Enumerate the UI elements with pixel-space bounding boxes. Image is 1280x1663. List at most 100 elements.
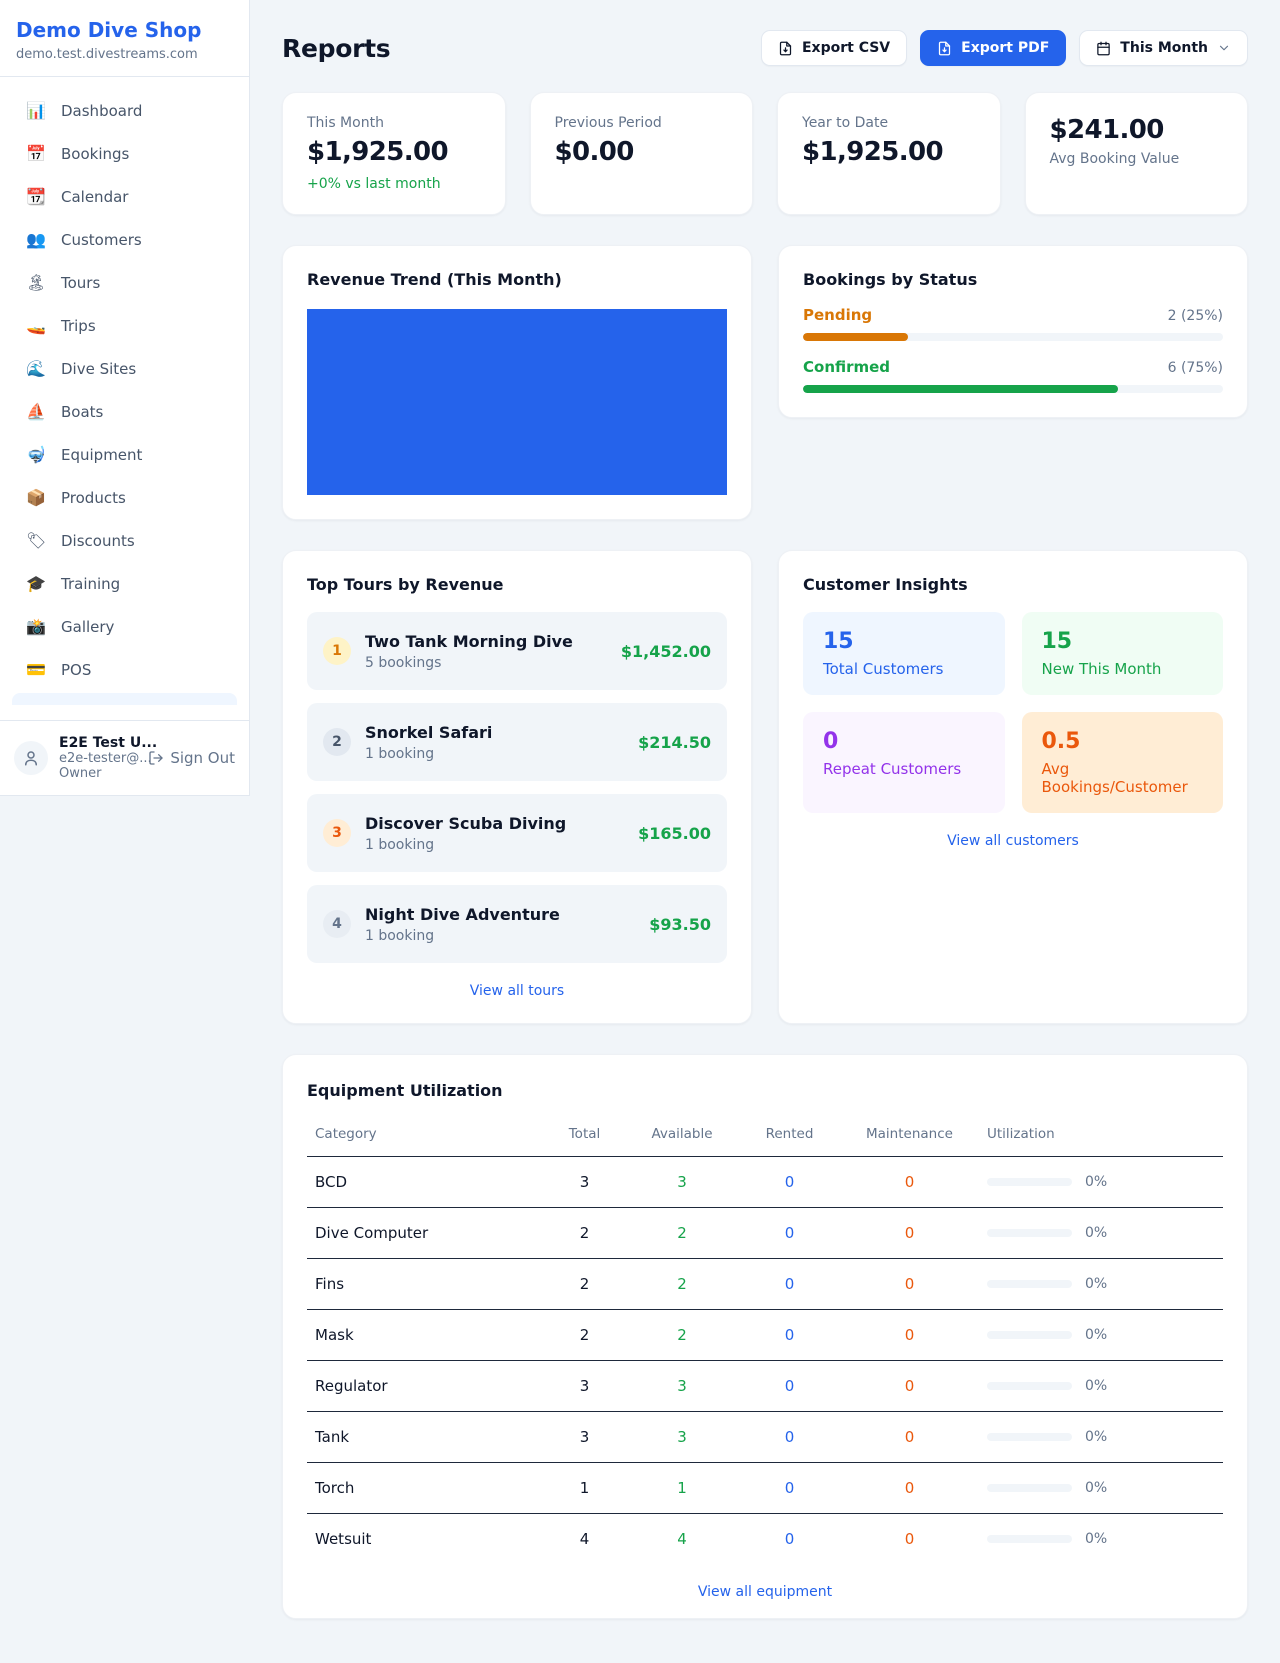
sign-out-button[interactable]: Sign Out [148,749,235,767]
person-icon [25,751,37,766]
revenue-trend-title: Revenue Trend (This Month) [307,270,562,289]
diving-mask-icon: 🤿 [26,445,46,464]
sidebar-item-dive-sites[interactable]: 🌊 Dive Sites [12,347,237,390]
equipment-available: 1 [627,1462,737,1514]
header-actions: Export CSV Export PDF This Month [760,30,1248,66]
equipment-category: Wetsuit [315,1530,372,1548]
equipment-maintenance: 0 [842,1360,977,1412]
period-dropdown[interactable]: This Month [1079,30,1248,66]
view-all-customers-link[interactable]: View all customers [947,833,1079,849]
utilization-percent: 0% [1085,1531,1108,1547]
sidebar-item-boats[interactable]: ⛵ Boats [12,390,237,433]
utilization-cell: 0% [987,1531,1215,1547]
sidebar-item-dashboard[interactable]: 📊 Dashboard [12,89,237,132]
tour-name: Snorkel Safari [365,722,493,742]
table-row: Dive Computer 2 2 0 0 0% [307,1207,1223,1259]
period-label: This Month [1120,40,1208,56]
stat-value: $1,925.00 [307,137,449,167]
calendar-icon: 📆 [26,187,46,206]
equipment-maintenance: 0 [842,1258,977,1310]
equipment-category: Torch [307,1462,542,1514]
table-row: BCD 3 3 0 0 0% [307,1156,1223,1208]
progress-fill [803,385,1118,393]
sidebar-item-label: Bookings [61,144,130,163]
equipment-total: 1 [542,1462,627,1514]
tour-bookings: 5 bookings [365,654,442,671]
table-row: Wetsuit 4 4 0 0 0% [307,1514,1223,1565]
credit-card-icon: 💳 [26,660,46,679]
view-all-equipment-link[interactable]: View all equipment [697,1584,833,1600]
sidebar-item-bookings[interactable]: 📅 Bookings [12,132,237,175]
sidebar-item-tours[interactable]: 🏝 Tours [12,261,237,304]
equipment-maintenance: 0 [904,1530,915,1548]
shop-domain: demo.test.divestreams.com [16,47,198,62]
tour-bookings: 1 booking [365,927,435,944]
stat-label: Year to Date [802,115,889,131]
tile-repeat-customers: 0 Repeat Customers [803,712,1005,813]
column-header-total: Total [542,1114,627,1157]
sidebar-item-equipment[interactable]: 🤿 Equipment [12,433,237,476]
utilization-cell: 0% [987,1378,1215,1394]
tour-row: 2 Snorkel Safari 1 booking $214.50 [307,703,727,781]
stat-card-this-month: This Month $1,925.00 +0% vs last month [282,92,506,215]
stat-card-avg-booking-value: $241.00 Avg Booking Value [1024,92,1248,215]
utilization-bar [987,1535,1072,1543]
stat-card-year-to-date: Year to Date $1,925.00 [777,92,1001,215]
status-row-confirmed: Confirmed 6 (75%) [803,358,1223,393]
sidebar-item-pos[interactable]: 💳 POS [12,648,237,691]
rank-badge: 2 [323,728,351,756]
tag-icon: 🏷 [26,531,47,550]
stat-label: Previous Period [554,115,662,131]
package-icon: 📦 [26,488,46,507]
sidebar-item-label: Customers [61,230,142,249]
sidebar-item-label: Gallery [61,617,115,636]
table-row: Regulator 3 3 0 0 0% [307,1360,1223,1412]
utilization-percent: 0% [1085,1276,1108,1292]
status-count: 2 (25%) [1167,308,1223,324]
utilization-percent: 0% [1085,1378,1108,1394]
sidebar-item-trips[interactable]: 🚤 Trips [12,304,237,347]
tour-bookings: 1 booking [365,836,435,853]
equipment-available: 2 [627,1258,737,1310]
utilization-bar [987,1382,1072,1390]
equipment-table: Category Total Available Rented Maintena… [307,1114,1223,1564]
utilization-cell: 0% [987,1225,1215,1241]
sidebar: Demo Dive Shop demo.test.divestreams.com… [0,0,250,796]
table-row: Tank 3 3 0 0 0% [307,1411,1223,1463]
sidebar-item-active-partial[interactable] [12,693,237,705]
stat-value: $1,925.00 [802,137,944,167]
progress-fill [803,333,908,341]
export-pdf-button[interactable]: Export PDF [920,30,1067,66]
export-csv-label: Export CSV [801,40,891,56]
shop-name: Demo Dive Shop [16,18,202,42]
bar-chart-icon: 📊 [26,101,46,120]
page-title: Reports [282,33,391,63]
export-csv-button[interactable]: Export CSV [760,30,908,66]
utilization-percent: 0% [1085,1174,1108,1190]
top-tours-title: Top Tours by Revenue [307,575,504,594]
equipment-available: 3 [627,1411,737,1463]
equipment-rented: 0 [737,1309,842,1361]
sidebar-item-products[interactable]: 📦 Products [12,476,237,519]
view-all-tours-link[interactable]: View all tours [469,983,565,999]
equipment-total: 3 [542,1411,627,1463]
sidebar-item-customers[interactable]: 👥 Customers [12,218,237,261]
sidebar-item-gallery[interactable]: 📸 Gallery [12,605,237,648]
equipment-rented: 0 [737,1411,842,1463]
sidebar-item-label: Products [61,488,126,507]
customer-insights-card: Customer Insights 15 Total Customers 15 … [778,550,1248,1024]
equipment-category: Fins [307,1258,542,1310]
equipment-category: Mask [307,1309,542,1361]
user-email: e2e-tester@... [59,751,152,766]
column-header-available: Available [627,1114,737,1157]
sidebar-item-training[interactable]: 🎓 Training [12,562,237,605]
charts-row: Revenue Trend (This Month) Bookings by S… [282,245,1248,520]
tile-value: 15 [1041,629,1073,654]
sidebar-item-label: Dive Sites [61,359,137,378]
sidebar-item-discounts[interactable]: 🏷 Discounts [12,519,237,562]
tour-name: Night Dive Adventure [365,904,560,924]
page-header: Reports Export CSV Export PDF [282,30,1248,66]
utilization-bar [987,1229,1072,1237]
sidebar-item-calendar[interactable]: 📆 Calendar [12,175,237,218]
status-label: Pending [803,306,873,324]
